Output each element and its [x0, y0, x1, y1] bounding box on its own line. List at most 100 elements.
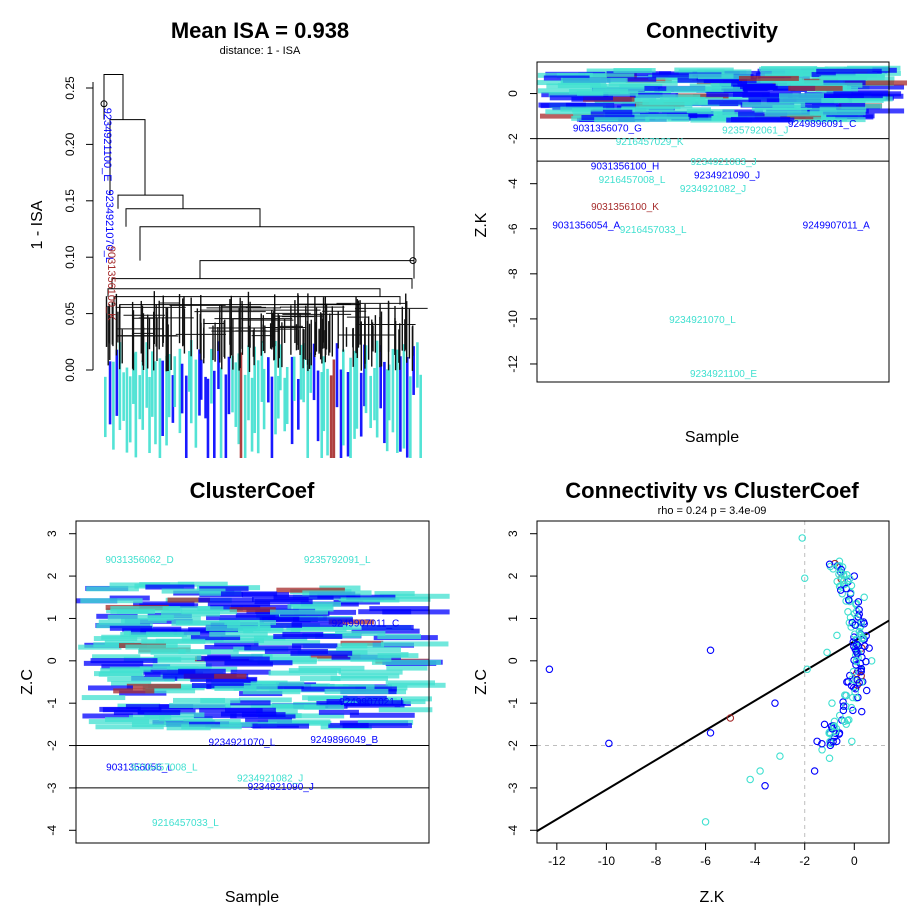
dendrogram-panel: Mean ISA = 0.938 distance: 1 - ISA 1 - I…	[29, 18, 428, 458]
sample-label-mark	[380, 641, 449, 647]
dendrogram-leaf-label	[234, 362, 238, 427]
dendrogram-leaf-label	[171, 375, 175, 423]
sample-label-mark	[204, 644, 252, 650]
sample-label-mark	[590, 83, 651, 89]
y-tick-label: -10	[506, 310, 520, 328]
scatter-point	[847, 703, 856, 712]
dendrogram-leaf-label	[217, 341, 220, 390]
dendrogram-leaf-label	[277, 375, 280, 419]
y-tick-label: -4	[45, 825, 59, 836]
kc-scatter-x-ticks: -12 -10 -8 -6 -4 -2 0	[548, 843, 858, 868]
sample-label-mark	[302, 590, 372, 596]
dendrogram-leaf-label	[342, 349, 345, 446]
sample-label-mark	[193, 713, 237, 719]
dendrogram-leaf-label	[306, 359, 310, 458]
sample-label-mark	[560, 77, 628, 83]
sample-label-mark	[244, 645, 302, 651]
kc-scatter-plot-frame	[536, 520, 890, 844]
regression-line	[536, 619, 890, 832]
dendrogram-leaf-label	[290, 356, 294, 445]
sample-label-mark	[545, 109, 593, 115]
sample-label-mark	[113, 710, 181, 716]
clustercoef-title: ClusterCoef	[190, 478, 315, 503]
sample-label-mark	[101, 664, 171, 670]
dendrogram-leaf-label	[256, 360, 260, 454]
y-tick-label: -4	[506, 825, 520, 836]
sample-label-mark	[761, 65, 818, 71]
dendrogram-leaf-label	[373, 367, 376, 421]
sample-label-mark	[351, 628, 420, 634]
sample-label-mark	[104, 640, 165, 646]
sample-label-mark	[210, 638, 265, 644]
dendrogram-leaf-label	[383, 361, 386, 444]
sample-label-mark	[152, 663, 212, 669]
sample-label-mark	[340, 597, 400, 603]
sample-label-mark	[740, 84, 791, 90]
sample-label-mark	[171, 620, 241, 626]
sample-label: 9249907011_C	[332, 619, 400, 630]
sample-label-mark	[357, 719, 414, 725]
dendrogram-leaf-label	[247, 345, 250, 421]
sample-label-mark	[742, 92, 793, 98]
sample-label-mark	[162, 606, 224, 612]
dendrogram-merge	[109, 119, 146, 196]
sample-label-mark	[145, 584, 195, 590]
sample-label-mark	[800, 102, 866, 108]
dendrogram-leaf-label	[173, 356, 177, 408]
dendrogram-merge	[199, 260, 415, 279]
scatter-point	[835, 711, 844, 720]
scatter-point	[837, 565, 845, 574]
sample-label-mark	[148, 683, 215, 689]
sample-label: 9249907021_L	[339, 697, 406, 708]
scatter-point	[818, 739, 826, 748]
dendrogram-leaf-label	[262, 368, 266, 430]
scatter-point	[860, 620, 868, 628]
dendrogram-leaf-label	[391, 348, 395, 433]
sample-label-mark	[648, 107, 711, 113]
scatter-point	[847, 581, 856, 590]
kc-scatter-guide-lines	[537, 521, 889, 843]
dendrogram-leaf-label	[309, 352, 313, 393]
scatter-point	[851, 688, 859, 697]
dendrogram-leaf-label	[405, 356, 409, 458]
sample-label-mark	[107, 676, 175, 682]
dendrogram-leaf-label	[118, 342, 122, 431]
dendrogram-leaf-label	[180, 363, 184, 414]
dendrogram-leaf-label	[369, 375, 372, 429]
dendrogram-title: Mean ISA = 0.938	[171, 18, 349, 43]
sample-label-mark	[291, 622, 343, 628]
scatter-point	[861, 642, 869, 650]
sample-label-mark	[242, 689, 301, 695]
dendrogram-leaf-label	[198, 349, 201, 416]
dendrogram-leaf-label	[224, 374, 228, 458]
kc-scatter-panel: Connectivity vs ClusterCoef rho = 0.24 p…	[473, 478, 890, 906]
dendrogram-ylabel: 1 - ISA	[29, 200, 46, 249]
sample-label-mark	[251, 653, 311, 659]
sample-label-mark	[302, 695, 348, 701]
sample-label-mark	[159, 715, 213, 721]
sample-label: 9031356100_K	[591, 202, 659, 213]
sample-label-mark	[292, 617, 354, 623]
sample-label-mark	[386, 665, 428, 671]
sample-label-mark	[341, 642, 384, 648]
sample-label-mark	[224, 707, 276, 713]
dendrogram-leaf-label	[353, 350, 356, 439]
sample-label: 9216457033_L	[152, 818, 219, 829]
sample-label-mark	[211, 681, 280, 687]
scatter-point	[825, 560, 834, 569]
dendrogram-y-tick-label: 0.15	[63, 189, 77, 213]
scatter-point	[844, 608, 852, 616]
dendrogram-leaf-label	[326, 368, 329, 456]
sample-label: 9249896049_B	[310, 735, 378, 746]
sample-label-mark	[378, 707, 433, 713]
dendrogram-leaf-label	[145, 342, 149, 408]
dendrogram-leaf-label	[402, 344, 406, 449]
sample-label-mark	[82, 713, 133, 719]
sample-label-mark	[254, 640, 321, 646]
connectivity-xlabel: Sample	[685, 429, 739, 446]
y-tick-label: 0	[45, 657, 59, 664]
sample-label-mark	[178, 668, 226, 674]
sample-label: 9234921082_J	[680, 184, 746, 195]
dendrogram-merge	[139, 226, 415, 261]
clustercoef-label-cloud	[76, 581, 450, 731]
